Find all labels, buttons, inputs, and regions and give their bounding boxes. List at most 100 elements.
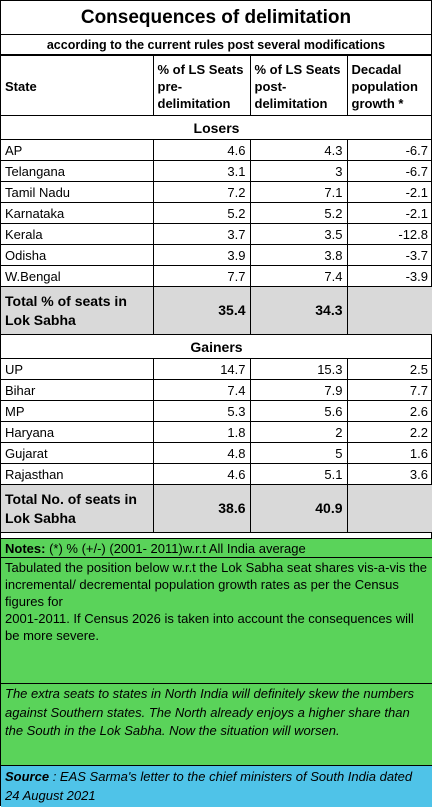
notes-text: (*) % (+/-) (2001- 2011)w.r.t All India … (45, 541, 306, 556)
table-row: UP 14.7 15.3 2.5 (1, 358, 432, 380)
gainers-section-row: Gainers (1, 334, 432, 359)
post-cell: 3 (249, 160, 348, 182)
growth-cell: -12.8 (346, 223, 432, 245)
losers-label: Losers (1, 115, 432, 140)
post-cell: 5 (249, 442, 348, 464)
gainers-rows: UP 14.7 15.3 2.5 Bihar 7.4 7.9 7.7 MP 5.3 5.6 2.6 Ha… (1, 358, 432, 485)
table-row: Gujarat 4.8 5 1.6 (1, 442, 432, 464)
growth-cell: 1.6 (346, 442, 432, 464)
notes-label: Notes: (5, 541, 46, 556)
pre-cell: 3.9 (152, 244, 251, 266)
tabulated-line-2: incremental/ decremental population grow… (5, 577, 399, 609)
header-state: State (1, 55, 154, 116)
growth-cell: 2.2 (346, 421, 432, 443)
gainers-label: Gainers (1, 334, 432, 359)
losers-rows: AP 4.6 4.3 -6.7 Telangana 3.1 3 -6.7 Tamil Nadu 7… (1, 139, 432, 287)
growth-cell: -6.7 (346, 139, 432, 161)
table-row: Haryana 1.8 2 2.2 (1, 421, 432, 443)
growth-cell: 7.7 (346, 379, 432, 401)
state-cell: Kerala (1, 223, 154, 245)
growth-cell: -6.7 (346, 160, 432, 182)
sheet-title: Consequences of delimitation (1, 1, 431, 35)
state-cell: W.Bengal (1, 265, 154, 287)
state-cell: Tamil Nadu (1, 181, 154, 203)
table-row: AP 4.6 4.3 -6.7 (1, 139, 432, 161)
growth-cell: 2.6 (346, 400, 432, 422)
table-row: Rajasthan 4.6 5.1 3.6 (1, 463, 432, 485)
gainers-total-row: Total No. of seats in Lok Sabha 38.6 40.… (1, 484, 432, 533)
post-cell: 4.3 (249, 139, 348, 161)
pre-cell: 14.7 (152, 358, 251, 380)
pre-cell: 4.8 (152, 442, 251, 464)
state-cell: Gujarat (1, 442, 154, 464)
table-row: W.Bengal 7.7 7.4 -3.9 (1, 265, 432, 287)
growth-cell: 3.6 (346, 463, 432, 485)
post-cell: 7.9 (249, 379, 348, 401)
post-cell: 2 (249, 421, 348, 443)
pre-cell: 7.4 (152, 379, 251, 401)
state-cell: Bihar (1, 379, 154, 401)
losers-total-label: Total % of seats in Lok Sabha (1, 286, 154, 335)
source-box: Source : EAS Sarma's letter to the chief… (1, 765, 432, 807)
growth-cell: -3.9 (346, 265, 432, 287)
growth-cell: -3.7 (346, 244, 432, 266)
pre-cell: 7.2 (152, 181, 251, 203)
post-cell: 5.6 (249, 400, 348, 422)
post-cell: 5.1 (249, 463, 348, 485)
sheet-subtitle: according to the current rules post seve… (1, 35, 431, 55)
post-cell: 5.2 (249, 202, 348, 224)
state-cell: Telangana (1, 160, 154, 182)
tabulated-line-3: 2001-2011. If Census 2026 is taken into … (5, 611, 414, 643)
growth-cell: -2.1 (346, 202, 432, 224)
state-cell: UP (1, 358, 154, 380)
table-row: Kerala 3.7 3.5 -12.8 (1, 223, 432, 245)
pre-cell: 3.7 (152, 223, 251, 245)
table-row: Karnataka 5.2 5.2 -2.1 (1, 202, 432, 224)
tabulated-box: Tabulated the position below w.r.t the L… (1, 557, 432, 683)
extra-seats-text: The extra seats to states in North India… (5, 686, 414, 738)
state-cell: MP (1, 400, 154, 422)
pre-cell: 7.7 (152, 265, 251, 287)
table-row: Tamil Nadu 7.2 7.1 -2.1 (1, 181, 432, 203)
losers-section-row: Losers (1, 115, 432, 140)
pre-cell: 3.1 (152, 160, 251, 182)
state-cell: Karnataka (1, 202, 154, 224)
tabulated-line-1: Tabulated the position below w.r.t the L… (5, 560, 428, 575)
pre-cell: 4.6 (152, 139, 251, 161)
table-row: Telangana 3.1 3 -6.7 (1, 160, 432, 182)
losers-total-pre: 35.4 (152, 286, 251, 335)
state-cell: Rajasthan (1, 463, 154, 485)
losers-total-post: 34.3 (249, 286, 348, 335)
source-label: Source (5, 769, 50, 784)
table-row: MP 5.3 5.6 2.6 (1, 400, 432, 422)
post-cell: 3.5 (249, 223, 348, 245)
post-cell: 7.4 (249, 265, 348, 287)
post-cell: 15.3 (249, 358, 348, 380)
pre-cell: 5.2 (152, 202, 251, 224)
gainers-total-pre: 38.6 (152, 484, 251, 533)
growth-cell: -2.1 (346, 181, 432, 203)
header-pre: % of LS Seats pre-delimitation (152, 55, 251, 116)
pre-cell: 4.6 (152, 463, 251, 485)
header-growth: Decadal population growth * (346, 55, 432, 116)
header-post: % of LS Seats post-delimitation (249, 55, 348, 116)
gainers-total-growth (346, 484, 432, 533)
gainers-total-post: 40.9 (249, 484, 348, 533)
state-cell: Haryana (1, 421, 154, 443)
table-row: Bihar 7.4 7.9 7.7 (1, 379, 432, 401)
losers-total-row: Total % of seats in Lok Sabha 35.4 34.3 (1, 286, 432, 335)
growth-cell: 2.5 (346, 358, 432, 380)
gainers-total-label: Total No. of seats in Lok Sabha (1, 484, 154, 533)
state-cell: AP (1, 139, 154, 161)
post-cell: 3.8 (249, 244, 348, 266)
pre-cell: 5.3 (152, 400, 251, 422)
pre-cell: 1.8 (152, 421, 251, 443)
source-text: : EAS Sarma's letter to the chief minist… (5, 769, 413, 803)
notes-box: Notes: (*) % (+/-) (2001- 2011)w.r.t All… (1, 538, 432, 557)
seats-table: State % of LS Seats pre-delimitation % o… (1, 55, 432, 533)
extra-seats-box: The extra seats to states in North India… (1, 683, 432, 765)
losers-total-growth (346, 286, 432, 335)
state-cell: Odisha (1, 244, 154, 266)
post-cell: 7.1 (249, 181, 348, 203)
